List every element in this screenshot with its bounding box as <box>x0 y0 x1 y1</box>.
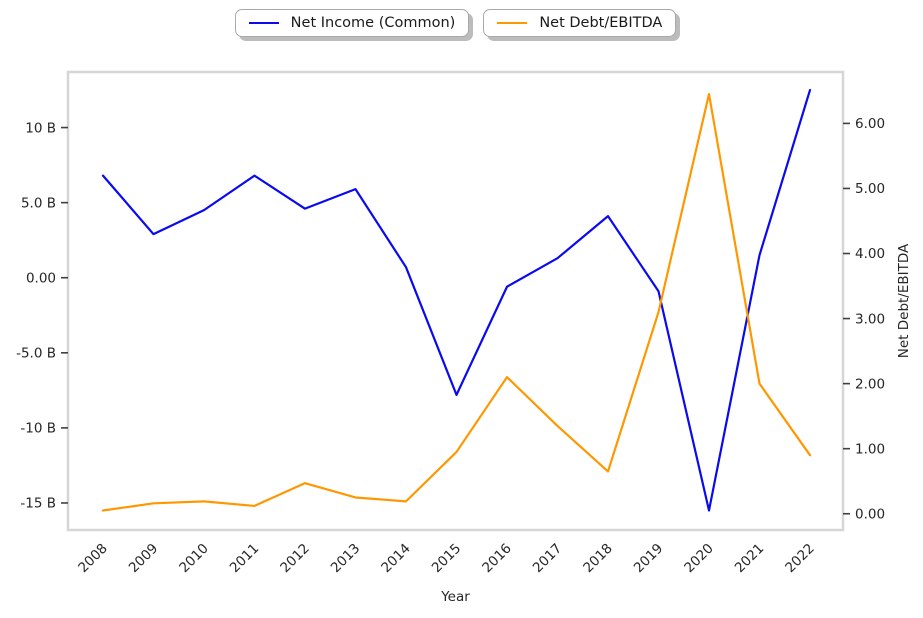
legend-item-net-income: Net Income (Common) <box>234 9 470 37</box>
x-tick-label: 2009 <box>126 541 162 577</box>
right-tick-label: 1.00 <box>855 441 885 457</box>
legend-line-swatch-blue <box>248 22 279 24</box>
left-tick-label: 10 B <box>25 120 56 136</box>
left-tick-label: 0.00 <box>26 270 56 286</box>
x-tick-label: 2013 <box>328 541 364 577</box>
x-tick-label: 2010 <box>176 541 212 577</box>
x-tick-label: 2017 <box>530 541 566 577</box>
series-line-net-income-common <box>101 88 812 512</box>
x-tick-label: 2019 <box>631 541 667 577</box>
left-tick-label: 5.0 B <box>21 195 56 211</box>
right-tick-label: 6.00 <box>855 116 885 132</box>
x-tick-label: 2012 <box>277 541 313 577</box>
x-tick-label: 2016 <box>479 541 515 577</box>
left-tick-label: -5.0 B <box>16 346 56 362</box>
right-tick-label: 2.00 <box>855 376 885 392</box>
legend-label-net-debt-ebitda: Net Debt/EBITDA <box>539 15 663 31</box>
left-tick-label: -15 B <box>20 496 56 512</box>
legend: Net Income (Common) Net Debt/EBITDA <box>68 9 843 37</box>
legend-line-swatch-orange <box>497 22 528 24</box>
right-tick-label: 3.00 <box>855 311 885 327</box>
axes-spines <box>66 70 845 532</box>
x-tick-label: 2018 <box>580 541 616 577</box>
x-tick-label: 2020 <box>681 541 717 577</box>
x-axis-title: Year <box>440 589 470 605</box>
x-tick-label: 2022 <box>782 541 818 577</box>
x-tick-label: 2014 <box>378 541 414 577</box>
left-tick-label: -10 B <box>20 421 56 437</box>
right-tick-label: 4.00 <box>855 246 885 262</box>
x-tick-label: 2011 <box>227 541 263 577</box>
legend-item-net-debt-ebitda: Net Debt/EBITDA <box>483 9 677 37</box>
right-tick-label: 5.00 <box>855 181 885 197</box>
x-tick-label: 2015 <box>429 541 465 577</box>
x-tick-label: 2008 <box>75 541 111 577</box>
right-tick-label: 0.00 <box>855 506 885 522</box>
series-line-net-debt-ebitda <box>101 93 812 512</box>
x-tick-label: 2021 <box>732 541 768 577</box>
legend-label-net-income: Net Income (Common) <box>290 15 456 31</box>
right-y-axis-title: Net Debt/EBITDA <box>896 243 912 358</box>
